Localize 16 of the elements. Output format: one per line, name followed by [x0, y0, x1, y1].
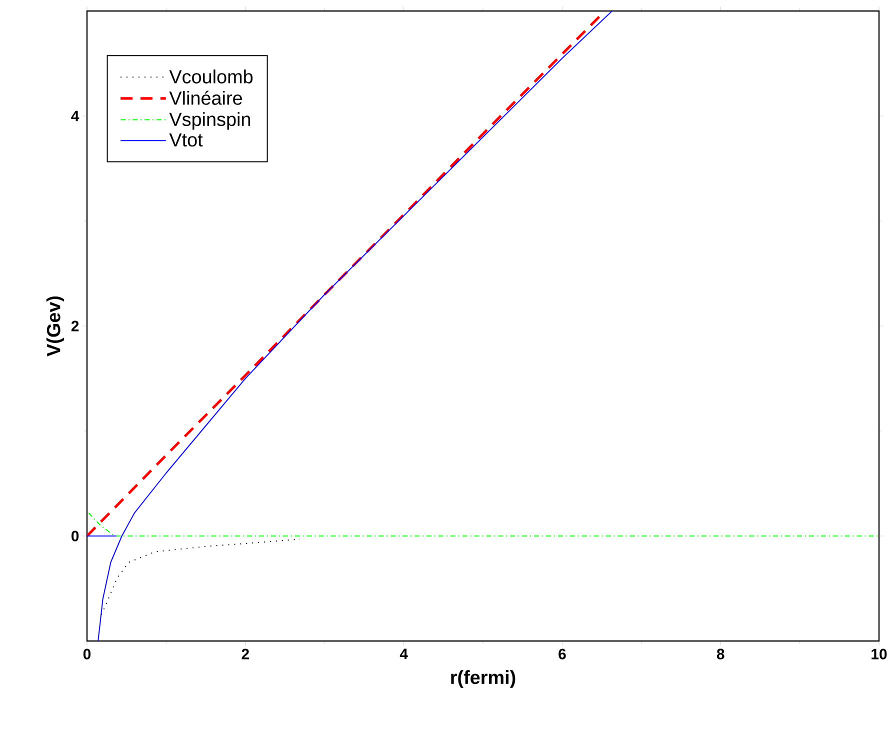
- x-axis-title: r(fermi): [451, 670, 516, 688]
- line-series: [100, 538, 301, 616]
- x-tick-label: 6: [558, 648, 566, 660]
- legend-label: Vcoulomb: [169, 70, 253, 84]
- x-tick-label: 0: [83, 648, 91, 660]
- y-tick-label: 4: [71, 110, 80, 122]
- y-axis-title: V(Gev): [46, 296, 64, 356]
- legend-label: Vtot: [169, 133, 203, 147]
- x-tick-label: 4: [400, 648, 408, 660]
- x-tick-label: 8: [716, 648, 724, 660]
- x-tick-label: 2: [242, 648, 249, 660]
- legend-label: Vspinspin: [169, 112, 250, 130]
- y-tick-label: 0: [72, 530, 79, 542]
- legend-label: Vlinéaire: [169, 90, 242, 105]
- y-tick-label: 2: [71, 320, 79, 332]
- x-tick-label: 10: [872, 648, 887, 660]
